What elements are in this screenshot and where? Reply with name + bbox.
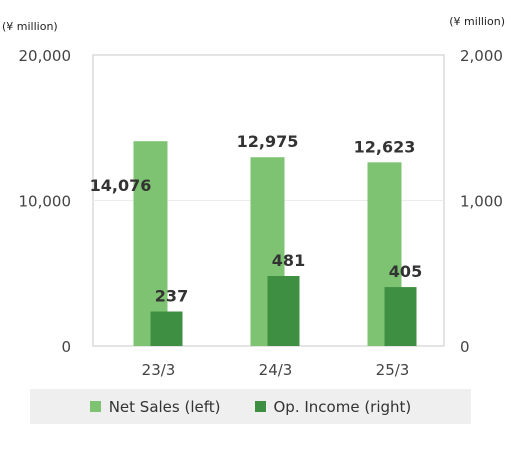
- left-tick-label: 20,000: [19, 47, 72, 65]
- bar-op-income: [384, 287, 417, 346]
- legend-item-op-income: Op. Income (right): [254, 397, 412, 416]
- right-tick-label: 1,000: [460, 193, 503, 211]
- bar-op-income: [150, 311, 183, 346]
- bar-op-income: [267, 276, 300, 346]
- legend-label-op-income: Op. Income (right): [273, 397, 412, 416]
- chart-legend: Net Sales (left) Op. Income (right): [30, 389, 471, 424]
- legend-label-net-sales: Net Sales (left): [108, 397, 221, 416]
- data-label-op-income: 237: [155, 287, 188, 306]
- data-label-op-income: 405: [389, 262, 422, 281]
- legend-swatch-net-sales: [89, 401, 101, 412]
- legend-item-net-sales: Net Sales (left): [89, 397, 221, 416]
- left-tick-label: 10,000: [19, 193, 72, 211]
- data-label-op-income: 481: [272, 251, 305, 270]
- right-tick-label: 2,000: [460, 47, 503, 65]
- data-label-net-sales: 12,623: [354, 137, 416, 156]
- legend-swatch-op-income: [254, 401, 266, 412]
- x-tick-label: 23/3: [142, 361, 176, 379]
- data-label-net-sales: 12,975: [237, 132, 299, 151]
- right-axis-unit: (¥ million): [449, 15, 505, 28]
- left-tick-label: 0: [61, 338, 71, 356]
- x-tick-label: 24/3: [259, 361, 293, 379]
- data-label-net-sales: 14,076: [90, 176, 152, 195]
- x-tick-label: 25/3: [376, 361, 410, 379]
- right-tick-label: 0: [460, 338, 470, 356]
- left-axis-unit: (¥ million): [2, 20, 58, 33]
